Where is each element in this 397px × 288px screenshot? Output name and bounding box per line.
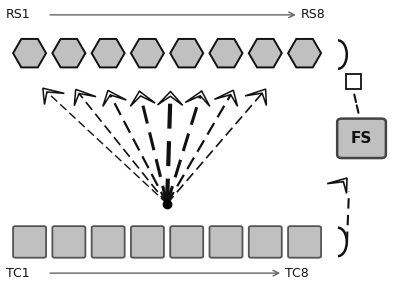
Polygon shape xyxy=(74,89,96,106)
Polygon shape xyxy=(103,90,126,107)
FancyBboxPatch shape xyxy=(170,226,203,258)
Polygon shape xyxy=(43,88,64,105)
Polygon shape xyxy=(288,39,321,67)
Text: FS: FS xyxy=(351,131,372,146)
Polygon shape xyxy=(245,89,266,105)
FancyBboxPatch shape xyxy=(13,226,46,258)
FancyBboxPatch shape xyxy=(288,226,321,258)
FancyBboxPatch shape xyxy=(52,226,85,258)
Text: TC8: TC8 xyxy=(285,267,309,280)
Bar xyxy=(346,74,361,89)
Text: RS1: RS1 xyxy=(6,8,31,21)
FancyBboxPatch shape xyxy=(131,226,164,258)
Polygon shape xyxy=(92,39,125,67)
Polygon shape xyxy=(158,92,183,105)
Polygon shape xyxy=(210,39,243,67)
Polygon shape xyxy=(170,39,203,67)
Polygon shape xyxy=(249,39,282,67)
FancyBboxPatch shape xyxy=(249,226,282,258)
Polygon shape xyxy=(52,39,85,67)
Polygon shape xyxy=(13,39,46,67)
Polygon shape xyxy=(185,91,210,106)
Polygon shape xyxy=(214,90,237,106)
FancyBboxPatch shape xyxy=(92,226,125,258)
Polygon shape xyxy=(327,178,347,194)
FancyBboxPatch shape xyxy=(337,119,386,158)
Polygon shape xyxy=(130,91,155,106)
FancyBboxPatch shape xyxy=(210,226,243,258)
Text: TC1: TC1 xyxy=(6,267,30,280)
Text: RS8: RS8 xyxy=(301,8,326,21)
Polygon shape xyxy=(131,39,164,67)
